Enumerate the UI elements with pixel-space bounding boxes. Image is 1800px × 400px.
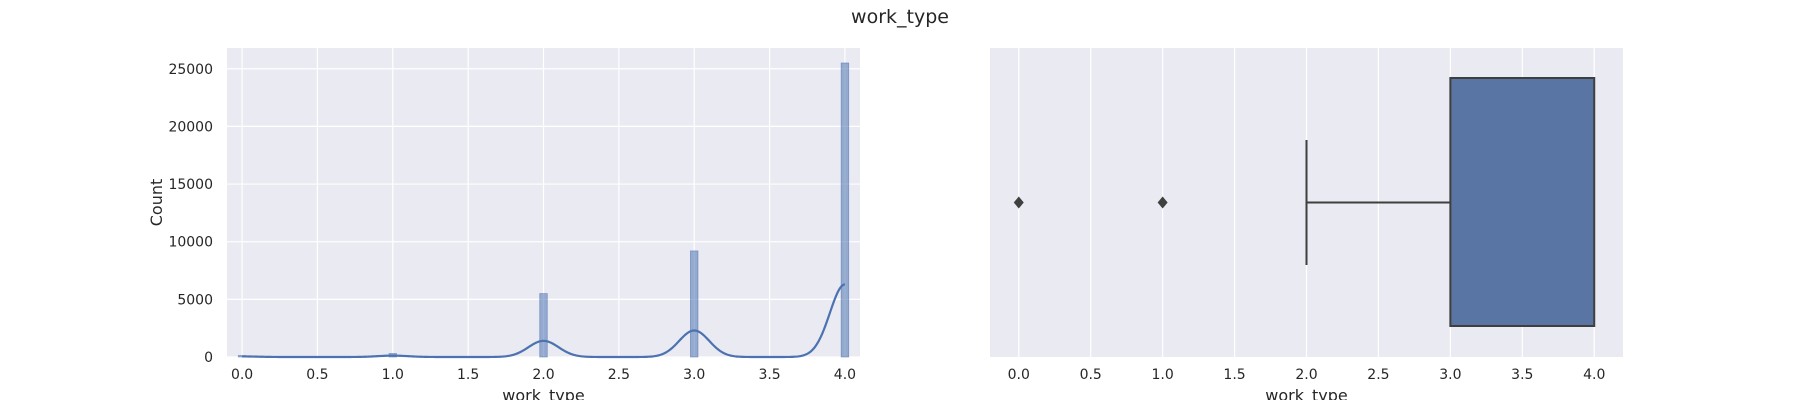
boxplot-axes: 0.0 0.5 1.0 1.5 2.0 2.5 3.0 3.5 4.0 work_type: [990, 48, 1623, 400]
x-axis-label: work_type: [1265, 386, 1347, 400]
x-tick-label: 0.5: [306, 367, 328, 383]
x-axis-label: work_type: [502, 386, 584, 400]
x-tick-label: 2.5: [1367, 367, 1389, 383]
y-tick-label: 20000: [168, 119, 213, 135]
histogram-bar: [840, 62, 850, 358]
x-tick-label: 1.5: [457, 367, 479, 383]
kde-line: [242, 283, 846, 359]
histogram-bar: [539, 293, 548, 358]
x-tick-label: 2.0: [532, 367, 554, 383]
y-tick-label: 5000: [177, 292, 213, 308]
x-tick-label: 2.5: [608, 367, 630, 383]
x-tick-label: 1.5: [1223, 367, 1245, 383]
x-tick-label: 3.0: [683, 367, 705, 383]
x-tick-label: 1.0: [382, 367, 404, 383]
y-tick-label: 10000: [168, 235, 213, 251]
x-tick-label: 3.5: [758, 367, 780, 383]
x-tick-label: 3.0: [1439, 367, 1461, 383]
x-tick-label: 1.0: [1152, 367, 1174, 383]
x-tick-label: 0.5: [1080, 367, 1102, 383]
outlier-point: [1013, 196, 1024, 209]
y-tick-label: 25000: [168, 62, 213, 78]
x-tick-label: 0.0: [1008, 367, 1030, 383]
y-axis-label: Count: [147, 179, 166, 227]
y-tick-label: 0: [204, 350, 213, 366]
figure-title: work_type: [851, 6, 949, 28]
y-tick-label: 15000: [168, 177, 213, 193]
box-iqr: [1449, 77, 1596, 327]
histogram-bar: [690, 250, 699, 358]
x-tick-label: 2.0: [1295, 367, 1317, 383]
x-tick-label: 4.0: [834, 367, 856, 383]
outlier-point: [1157, 196, 1168, 209]
x-tick-label: 4.0: [1583, 367, 1605, 383]
x-tick-label: 3.5: [1511, 367, 1533, 383]
histogram-axes: 0.0 0.5 1.0 1.5 2.0 2.5 3.0 3.5 4.0 0 5000 10000 150…: [147, 48, 860, 400]
x-tick-label: 0.0: [231, 367, 253, 383]
